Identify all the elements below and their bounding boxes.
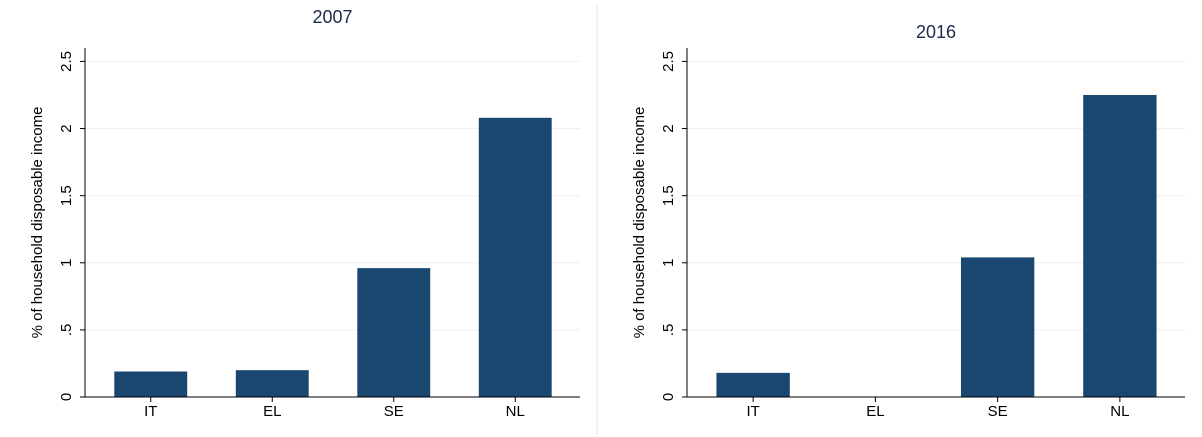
- chart-title: 2016: [916, 22, 956, 42]
- y-tick-label: 1: [660, 259, 677, 267]
- x-tick-label: SE: [384, 403, 404, 420]
- x-tick-label: IT: [746, 403, 759, 420]
- x-tick-label: SE: [988, 403, 1008, 420]
- y-tick-label: 0: [660, 393, 677, 401]
- x-tick-label: NL: [506, 403, 525, 420]
- y-tick-label: 1.5: [660, 185, 677, 206]
- y-tick-label: 2.5: [58, 51, 75, 72]
- bar: [960, 257, 1035, 397]
- bar: [716, 372, 790, 397]
- x-tick-label: EL: [263, 403, 281, 420]
- y-axis-label: % of household disposable income: [29, 107, 46, 339]
- y-tick-label: .5: [58, 324, 75, 337]
- y-tick-label: 1: [58, 259, 75, 267]
- bar: [478, 117, 552, 398]
- y-tick-label: 2.5: [660, 51, 677, 72]
- y-tick-label: 0: [58, 393, 75, 401]
- y-tick-label: 2: [660, 124, 677, 132]
- y-tick-label: .5: [660, 324, 677, 337]
- x-tick-label: IT: [144, 403, 157, 420]
- bar: [114, 371, 188, 397]
- bar: [235, 370, 309, 397]
- y-tick-label: 2: [58, 124, 75, 132]
- x-tick-label: NL: [1110, 403, 1129, 420]
- y-tick-label: 1.5: [58, 185, 75, 206]
- x-tick-label: EL: [866, 403, 884, 420]
- bar: [1083, 94, 1157, 397]
- chart-title: 2007: [312, 7, 352, 27]
- bar: [357, 268, 431, 397]
- y-axis-label: % of household disposable income: [631, 107, 648, 339]
